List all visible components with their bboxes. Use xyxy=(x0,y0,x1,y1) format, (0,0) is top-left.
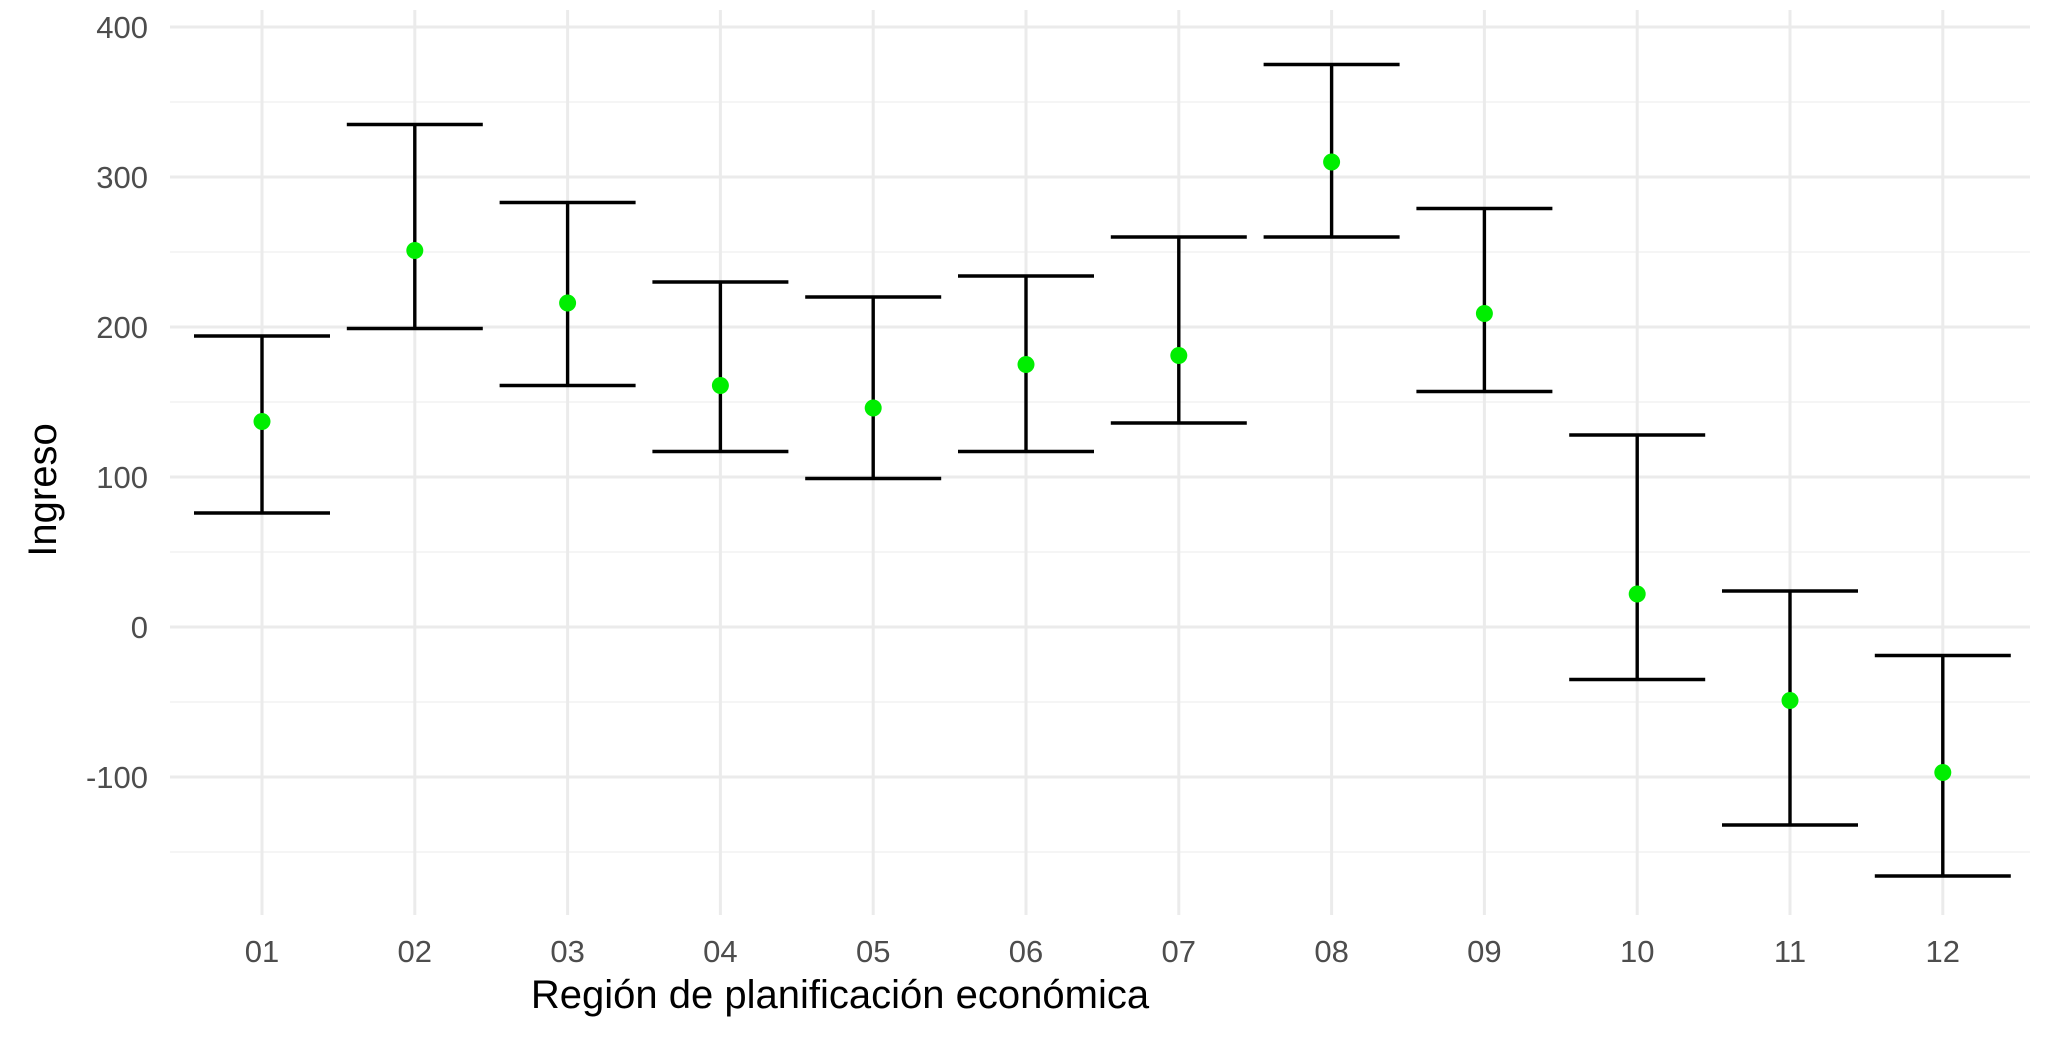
x-tick-label: 11 xyxy=(1774,934,1806,969)
data-point xyxy=(711,377,729,394)
data-point xyxy=(1628,585,1646,603)
y-tick-label: 0 xyxy=(131,610,148,645)
data-point xyxy=(864,399,882,417)
grid-lines xyxy=(170,10,2030,915)
x-tick-label: 09 xyxy=(1467,934,1501,969)
data-point xyxy=(559,294,577,312)
y-tick-label: 100 xyxy=(96,460,148,495)
data-point xyxy=(1781,692,1799,709)
y-tick-label: -100 xyxy=(86,760,148,795)
x-tick-label: 08 xyxy=(1314,934,1348,969)
data-point xyxy=(1017,356,1035,373)
x-tick-label: 12 xyxy=(1926,934,1960,969)
x-axis-title: Región de planificación económica xyxy=(531,973,1150,1017)
y-axis-title: Ingreso xyxy=(21,423,65,556)
data-point xyxy=(406,242,424,259)
data-point xyxy=(1934,764,1952,781)
data-point xyxy=(1323,153,1341,171)
y-axis-tick-labels: -100 0 100 200 300 400 xyxy=(86,10,148,795)
x-tick-label: 02 xyxy=(398,934,432,969)
x-tick-label: 10 xyxy=(1620,934,1654,969)
error-bars xyxy=(194,62,2011,878)
x-tick-label: 04 xyxy=(703,934,737,969)
data-point xyxy=(253,413,271,430)
y-tick-label: 200 xyxy=(96,310,148,345)
x-tick-label: 03 xyxy=(550,934,584,969)
x-tick-label: 05 xyxy=(856,934,890,969)
data-point xyxy=(1170,347,1188,364)
x-axis-tick-labels: 01 02 03 04 05 06 07 08 09 10 11 12 xyxy=(245,934,1960,969)
y-tick-label: 300 xyxy=(96,160,148,195)
data-points xyxy=(253,153,1952,781)
y-tick-label: 400 xyxy=(96,10,148,45)
x-tick-label: 06 xyxy=(1009,934,1043,969)
data-point xyxy=(1475,305,1493,322)
x-tick-label: 07 xyxy=(1162,934,1196,969)
x-tick-label: 01 xyxy=(245,934,279,969)
